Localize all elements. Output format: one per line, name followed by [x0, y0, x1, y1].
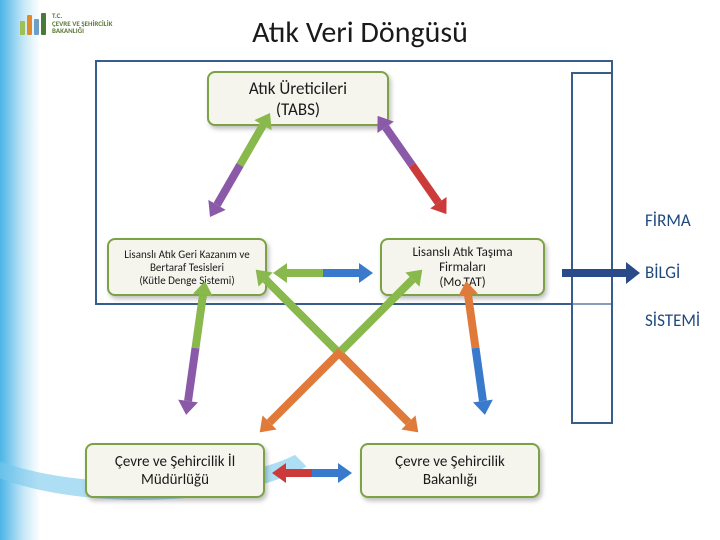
logo-bars-icon	[20, 13, 46, 35]
node-il-mudurlugu: Çevre ve Şehircilik İl Müdürlüğü	[85, 443, 265, 498]
side-label-sistemi: SİSTEMİ	[645, 310, 700, 331]
side-border-box	[571, 72, 613, 424]
node-label: Çevre ve Şehircilik İl Müdürlüğü	[93, 453, 257, 489]
arrow-side-arrow	[562, 258, 640, 288]
node-label: Lisanslı Atık Geri Kazanım ve Bertaraf T…	[115, 248, 259, 274]
node-sublabel: (TABS)	[276, 99, 320, 120]
node-sublabel: (Kütle Denge Sistemi)	[139, 274, 234, 287]
logo-text: T.C. ÇEVRE VE ŞEHİRCİLİK BAKANLIĞI	[52, 12, 112, 35]
ministry-logo: T.C. ÇEVRE VE ŞEHİRCİLİK BAKANLIĞI	[20, 12, 112, 35]
node-geri-kazanim: Lisanslı Atık Geri Kazanım ve Bertaraf T…	[107, 238, 267, 296]
side-label-bilgi: BİLGİ	[645, 262, 680, 283]
node-atik-ureticileri: Atık Üreticileri (TABS)	[207, 71, 389, 126]
node-label: Çevre ve Şehircilik Bakanlığı	[368, 453, 532, 489]
node-label: Atık Üreticileri	[249, 78, 347, 99]
side-label-firma: FİRMA	[645, 210, 691, 231]
arrow-botL-botR	[272, 458, 352, 488]
node-bakanlik: Çevre ve Şehircilik Bakanlığı	[360, 443, 540, 498]
